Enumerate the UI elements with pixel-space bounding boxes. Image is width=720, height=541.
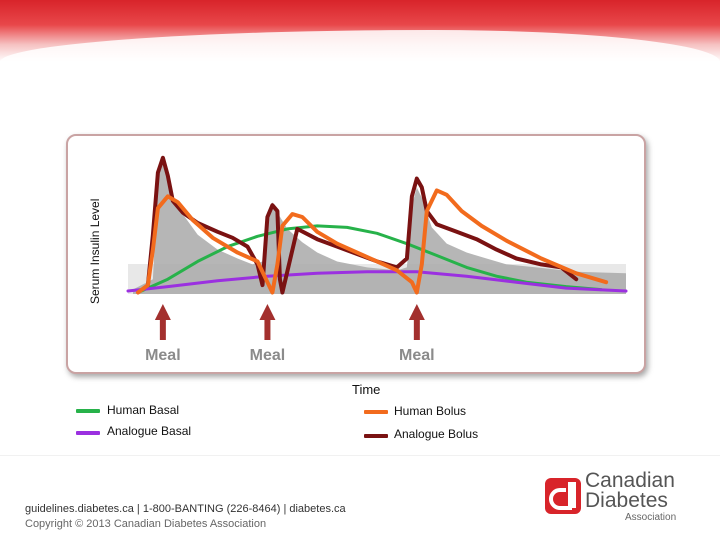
meal-arrow-shaft-1 [159,318,166,340]
legend-swatch-analogue-basal [76,431,100,435]
series-line-human-basal [136,224,603,294]
footer-copyright: Copyright © 2013 Canadian Diabetes Assoc… [25,518,267,530]
series-line-analogue-bolus [145,155,579,295]
logo-text-association: Association [625,512,677,523]
meal-arrow-shaft-3 [413,318,420,340]
meal-label-2: Meal [250,347,286,364]
footer-band [0,455,720,541]
legend-label-human-bolus: Human Bolus [394,404,467,418]
meal-arrow-head-2 [259,304,276,320]
insulin-chart: Meal Meal Meal [126,155,628,364]
meal-arrow-head-3 [408,304,425,320]
logo-text-diabetes: Diabetes [585,489,668,512]
series-line-analogue-basal [126,270,628,293]
legend-label-analogue-bolus: Analogue Bolus [394,427,479,441]
chart-panel: Meal Meal Meal [66,134,646,374]
logo-d-mark [549,482,572,510]
meal-label-3: Meal [399,347,435,364]
legend-swatch-human-bolus [364,410,388,414]
legend-swatch-analogue-bolus [364,434,388,438]
header-band [0,0,720,62]
legend-label-analogue-basal: Analogue Basal [107,424,192,438]
series-line-human-bolus [136,188,609,295]
y-axis-label: Serum Insulin Level [88,198,102,304]
meal-label-1: Meal [145,347,181,364]
meal-arrow-shaft-2 [264,318,271,340]
x-axis-label: Time [352,382,381,397]
meal-arrow-head-1 [154,304,171,320]
legend-swatch-human-basal [76,409,100,413]
cda-logo-icon [545,478,581,514]
logo-text-canadian: Canadian [585,469,675,492]
legend-label-human-basal: Human Basal [107,403,180,417]
footer-links[interactable]: guidelines.diabetes.ca | 1-800-BANTING (… [25,503,346,515]
